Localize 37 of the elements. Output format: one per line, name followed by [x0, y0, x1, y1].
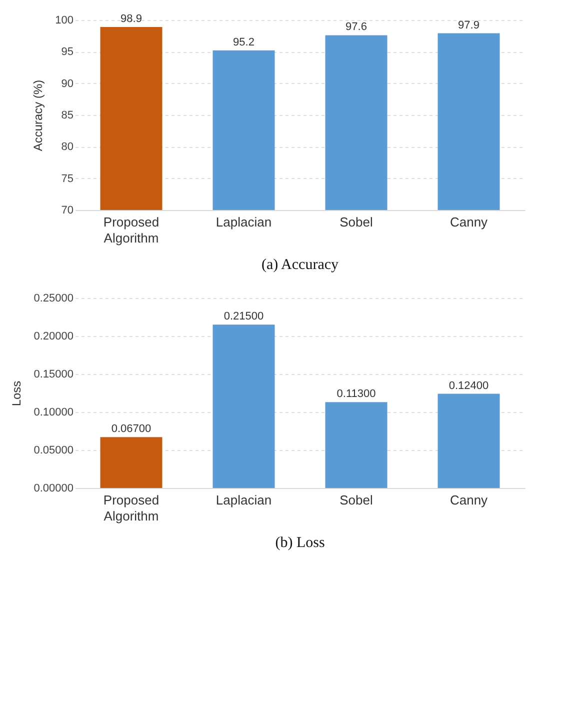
x-tick-label: Sobel: [340, 492, 373, 508]
bar: [212, 324, 275, 488]
data-label: 0.12400: [448, 380, 489, 392]
data-label: 95.2: [233, 36, 254, 48]
y-tick-label: 0.10000: [34, 406, 74, 418]
x-tick-label: Laplacian: [216, 214, 272, 230]
data-label: 0.11300: [336, 388, 376, 400]
data-label: 98.9: [120, 12, 142, 25]
y-tick-label: 0.00000: [34, 482, 74, 494]
x-tick-label: Canny: [450, 214, 488, 230]
y-tick-label: 0.15000: [34, 368, 74, 380]
x-tick-label: Sobel: [340, 214, 373, 230]
bar: [100, 437, 162, 488]
text: (a) Accuracy: [261, 257, 340, 273]
bar: [438, 394, 500, 488]
x-tick-label: Proposed Algorithm: [103, 214, 160, 246]
y-axis-title: Loss: [10, 380, 24, 406]
text: (b) Loss: [275, 535, 325, 551]
y-tick-label: 70: [61, 204, 74, 216]
x-tick-label: Laplacian: [216, 492, 272, 508]
y-tick-label: 95: [61, 46, 74, 58]
y-tick-label: 100: [55, 14, 74, 26]
y-tick-label: 0.20000: [34, 330, 74, 342]
y-tick-label: 85: [61, 110, 74, 122]
y-tick-label: 75: [61, 172, 74, 185]
y-tick-label: 80: [61, 141, 74, 154]
bar: [325, 402, 388, 488]
y-tick-label: 0.05000: [34, 444, 74, 456]
y-axis-title: Accuracy (%): [31, 80, 46, 152]
data-label: 97.6: [346, 21, 367, 34]
data-label: 97.9: [458, 19, 480, 32]
y-tick-label: 90: [61, 78, 74, 90]
y-tick-label: 0.25000: [34, 292, 74, 304]
data-label: 0.06700: [111, 423, 152, 436]
x-tick-label: Proposed Algorithm: [103, 492, 160, 524]
x-tick-label: Canny: [450, 492, 488, 508]
data-label: 0.21500: [224, 310, 264, 323]
